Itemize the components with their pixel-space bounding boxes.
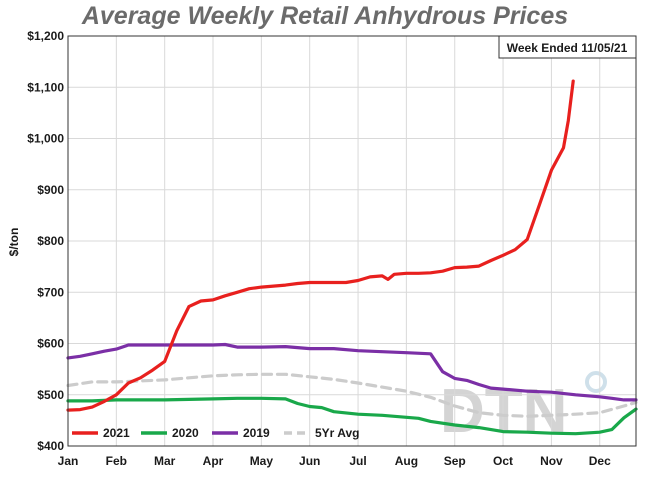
x-tick-label: Aug — [395, 454, 418, 468]
y-tick-label: $600 — [37, 337, 64, 351]
y-tick-label: $1,100 — [27, 80, 64, 94]
x-axis-ticks: Jan Feb Mar Apr May Jun Jul Aug Sep Oct Nov Dec — [58, 454, 611, 468]
x-tick-label: Jan — [58, 454, 79, 468]
watermark-text: DTN — [440, 377, 567, 446]
series-line-2021 — [66, 79, 575, 412]
y-tick-label: $800 — [37, 234, 64, 248]
x-tick-label: Oct — [493, 454, 513, 468]
x-tick-label: Jul — [349, 454, 366, 468]
legend-label: 5Yr Avg — [315, 426, 359, 440]
week-ended-label: Week Ended 11/05/21 — [507, 41, 628, 55]
chart-legend: 2021 2020 2019 5Yr Avg — [72, 426, 359, 440]
y-axis-ticks: $400 $500 $600 $700 $800 $900 $1,000 $1,100 $1,2… — [27, 29, 64, 453]
y-tick-label: $500 — [37, 388, 64, 402]
x-tick-label: Dec — [589, 454, 611, 468]
x-tick-label: Apr — [203, 454, 224, 468]
y-tick-label: $700 — [37, 285, 64, 299]
chart-title: Average Weekly Retail Anhydrous Prices — [81, 2, 569, 30]
y-tick-label: $1,200 — [27, 29, 64, 43]
series-line-2020 — [66, 396, 638, 436]
y-tick-label: $1,000 — [27, 132, 64, 146]
y-tick-label: $900 — [37, 183, 64, 197]
series-line-2019 — [66, 342, 638, 402]
x-tick-label: Jun — [299, 454, 320, 468]
watermark-dot-icon — [585, 371, 607, 393]
y-tick-label: $400 — [37, 439, 64, 453]
legend-label: 2019 — [243, 426, 270, 440]
x-tick-label: Nov — [540, 454, 563, 468]
week-ended-note: Week Ended 11/05/21 — [498, 35, 637, 59]
x-tick-label: May — [250, 454, 274, 468]
chart-series — [66, 79, 638, 436]
x-tick-label: Mar — [154, 454, 176, 468]
plot-frame — [67, 35, 637, 447]
series-line-5yr-avg — [66, 372, 638, 418]
legend-label: 2020 — [172, 426, 199, 440]
x-tick-label: Feb — [106, 454, 127, 468]
legend-label: 2021 — [103, 426, 130, 440]
x-tick-label: Sep — [444, 454, 466, 468]
note-box — [498, 35, 637, 59]
dtn-watermark: DTN — [440, 371, 607, 446]
y-axis-label: $/ton — [7, 228, 21, 257]
